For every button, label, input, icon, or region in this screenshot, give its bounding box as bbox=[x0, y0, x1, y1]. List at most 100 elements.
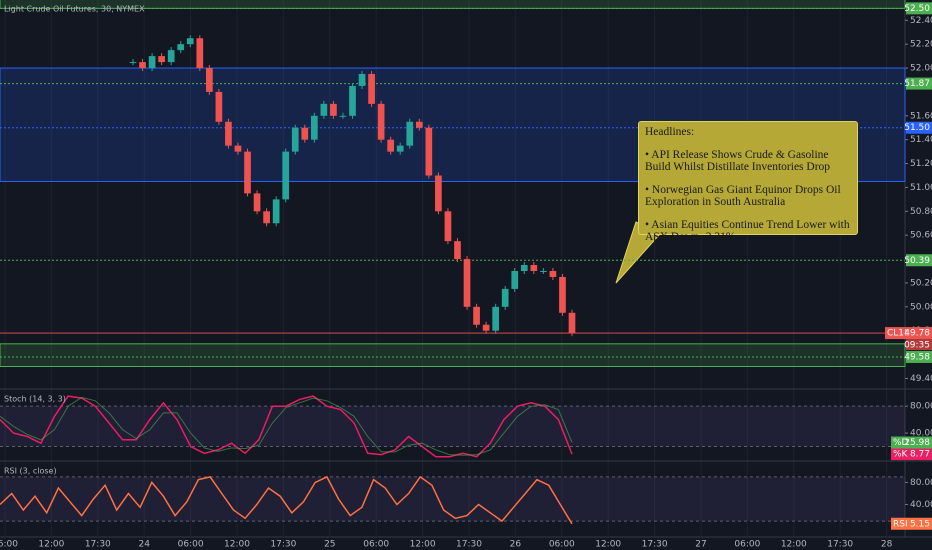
candle bbox=[501, 288, 509, 307]
candle bbox=[396, 145, 404, 152]
x-tick-label: 12:00 bbox=[595, 540, 621, 550]
price-tag-label: 50.39 bbox=[904, 256, 930, 266]
y-tick-label: 52.00 bbox=[910, 64, 932, 74]
x-tick-label: 06:00 bbox=[178, 540, 204, 550]
series-name: %D bbox=[893, 438, 909, 448]
value-tag bbox=[891, 517, 932, 530]
y-tick-label: 52.40 bbox=[910, 16, 932, 26]
last-price-label: 49.78 bbox=[904, 329, 930, 339]
band bbox=[0, 406, 905, 447]
headline-box: Headlines: • API Release Shows Crude & G… bbox=[638, 121, 858, 243]
candle bbox=[482, 324, 490, 331]
indicator-line bbox=[0, 475, 573, 525]
candle bbox=[520, 265, 528, 272]
y-tick-label: 50.60 bbox=[910, 231, 932, 241]
value-tag-label: 5.15 bbox=[910, 519, 930, 529]
value-tag bbox=[891, 436, 932, 449]
price-tag-label: 52.50 bbox=[904, 4, 930, 14]
y-tick-label: 51.40 bbox=[910, 135, 932, 145]
price-tag bbox=[906, 254, 932, 267]
y-tick-label: 50.20 bbox=[910, 278, 932, 288]
x-tick-label: 17:30 bbox=[270, 540, 296, 550]
price-tag bbox=[885, 327, 932, 340]
x-tick-label: 12:00 bbox=[224, 540, 250, 550]
candle bbox=[511, 271, 519, 289]
value-tag-label: 8.77 bbox=[910, 450, 930, 460]
candle bbox=[358, 74, 366, 86]
countdown-tag bbox=[906, 339, 932, 351]
price-tag-label: 49.58 bbox=[904, 352, 930, 362]
candle bbox=[225, 121, 232, 146]
candle bbox=[377, 103, 385, 140]
candle bbox=[129, 62, 137, 64]
candle bbox=[368, 74, 375, 104]
series-name: %K bbox=[893, 450, 909, 460]
candle bbox=[330, 103, 337, 116]
price-tag bbox=[906, 2, 932, 15]
candle bbox=[167, 50, 175, 63]
pane-title: Stoch (14, 3, 3) bbox=[4, 395, 66, 404]
candle bbox=[387, 139, 395, 152]
candle bbox=[301, 127, 309, 140]
y-tick-label: 49.40 bbox=[910, 374, 932, 384]
x-tick-label: 06:00 bbox=[549, 540, 575, 550]
pane-title: RSI (3, close) bbox=[4, 467, 57, 476]
price-tag bbox=[906, 350, 932, 363]
candle bbox=[339, 115, 347, 117]
x-tick-label: 06:00 bbox=[734, 540, 760, 550]
candle bbox=[559, 276, 566, 313]
candle bbox=[186, 38, 194, 45]
x-tick-label: 06:00 bbox=[0, 540, 18, 550]
candle bbox=[310, 115, 318, 140]
pane-title: Light Crude Oil Futures, 30, NYMEX bbox=[4, 5, 145, 14]
x-tick-label: 12:00 bbox=[38, 540, 64, 550]
price-tag bbox=[906, 121, 932, 134]
candle bbox=[196, 38, 204, 69]
candle bbox=[177, 44, 185, 51]
candle bbox=[320, 103, 328, 116]
headline-title: Headlines: bbox=[645, 126, 695, 138]
price-tag bbox=[906, 77, 932, 90]
candle bbox=[463, 259, 471, 307]
candle bbox=[139, 62, 146, 69]
x-tick-label: 25 bbox=[324, 540, 335, 550]
series-name: RSI bbox=[893, 519, 908, 529]
candle bbox=[291, 127, 299, 152]
countdown: 09:35 bbox=[904, 341, 930, 351]
series-name: CL1! bbox=[887, 329, 908, 339]
x-tick-label: 17:30 bbox=[827, 540, 853, 550]
x-tick-label: 27 bbox=[695, 540, 706, 550]
candle bbox=[234, 145, 242, 152]
candle bbox=[415, 121, 423, 128]
candle bbox=[454, 241, 461, 260]
x-tick-label: 28 bbox=[881, 540, 893, 550]
candle bbox=[215, 91, 223, 122]
x-tick-label: 17:30 bbox=[456, 540, 482, 550]
y-tick-label: 52.20 bbox=[910, 40, 932, 50]
y-tick-label: 50.80 bbox=[910, 207, 932, 217]
candle bbox=[158, 56, 165, 63]
candle bbox=[148, 56, 156, 69]
candle bbox=[540, 271, 547, 273]
x-tick-label: 17:30 bbox=[642, 540, 668, 550]
x-tick-label: 12:00 bbox=[410, 540, 436, 550]
price-tag-label: 51.87 bbox=[904, 79, 930, 89]
indicator-line bbox=[0, 396, 573, 456]
value-tag bbox=[891, 448, 932, 461]
candle bbox=[435, 175, 442, 212]
candle bbox=[444, 211, 452, 242]
value-tag-label: 25.98 bbox=[904, 438, 930, 448]
candle bbox=[473, 306, 480, 325]
candle bbox=[244, 151, 251, 194]
x-tick-label: 24 bbox=[138, 540, 150, 550]
candle bbox=[568, 312, 576, 334]
y-tick-label: 51.00 bbox=[910, 183, 932, 193]
candle bbox=[253, 193, 261, 212]
candle bbox=[263, 211, 270, 224]
y-tick-label: 50.00 bbox=[910, 302, 932, 312]
candle bbox=[530, 265, 538, 272]
y-tick-label: 80.00 bbox=[910, 402, 932, 412]
candle bbox=[406, 121, 414, 146]
